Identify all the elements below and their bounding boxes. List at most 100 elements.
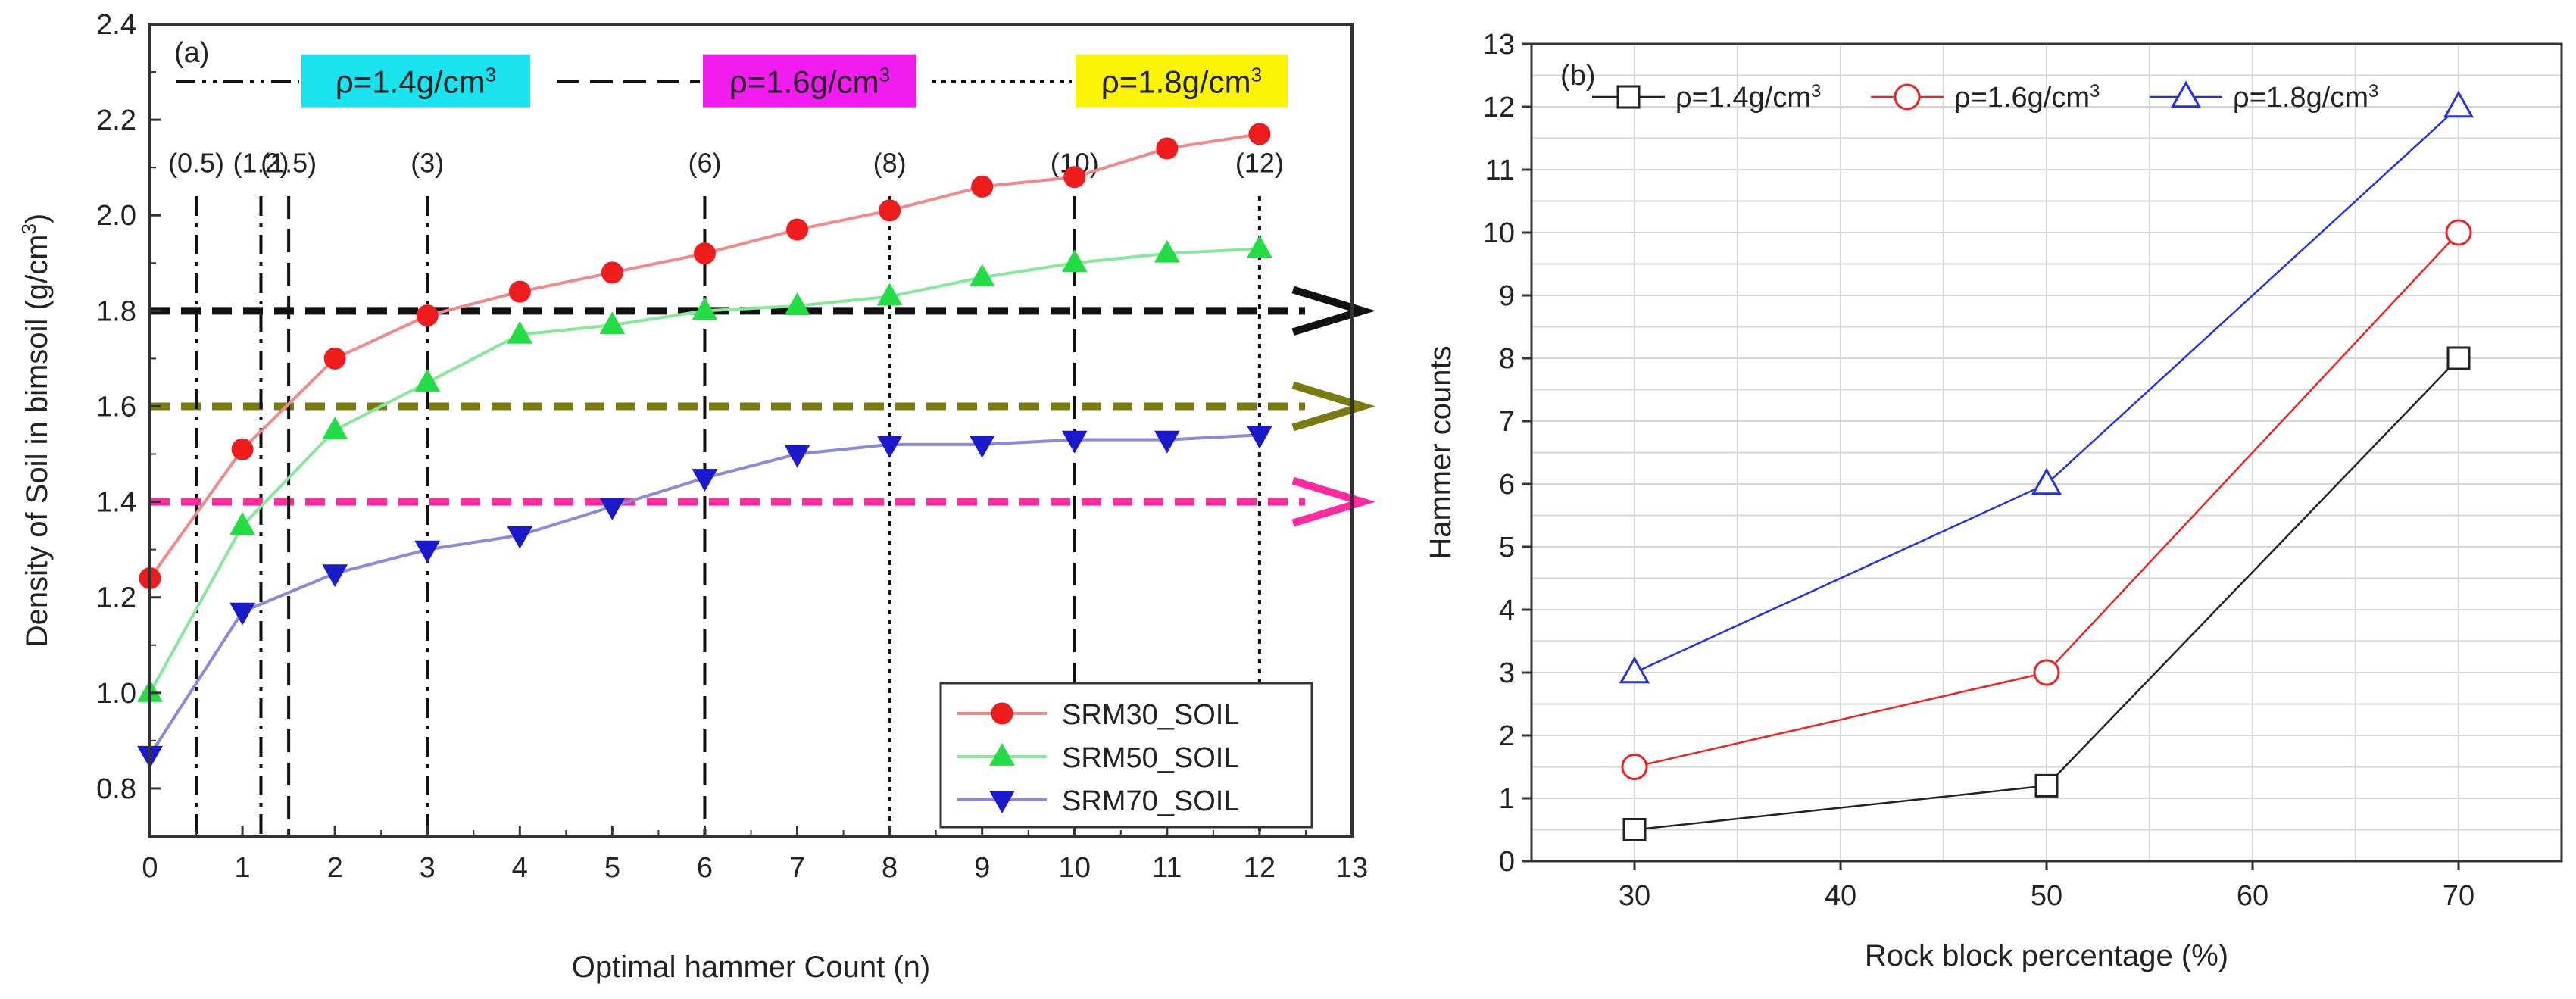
data-point	[2446, 346, 2471, 370]
y-tick-label: 3	[1499, 657, 1515, 689]
hammer-count-label: (12)	[1235, 147, 1284, 178]
data-point	[879, 199, 901, 222]
y-tick-label: 2	[1499, 720, 1515, 752]
data-point	[876, 436, 903, 458]
data-point	[784, 292, 810, 315]
data-point	[1621, 754, 1648, 780]
data-point	[323, 347, 346, 370]
data-point	[322, 416, 348, 439]
panel-a-ticks: 0 1 2 3 4 5 6 7 8 9 10 11 12 130.81.01.21.41.61.82.02…	[96, 9, 1368, 884]
data-point	[414, 368, 441, 392]
y-tick-label: 11	[1485, 155, 1515, 186]
data-point	[1248, 123, 1271, 145]
panel-b-y-axis-title: Hammer counts	[1424, 345, 1457, 559]
legend-label: SRM30_SOIL	[1062, 699, 1239, 731]
panel-b-series	[1619, 90, 2475, 841]
x-tick-label: 40	[1825, 880, 1856, 912]
density-legend-label: ρ=1.6g/cm3	[729, 64, 890, 100]
y-tick-label: 10	[1483, 217, 1515, 249]
x-tick-label: 2	[327, 852, 343, 884]
x-tick-label: 12	[1244, 852, 1276, 884]
legend-label-text: ρ=1.4g/cm	[1675, 82, 1811, 114]
density-legend-swatch	[301, 54, 530, 108]
panel-a-y-axis-title-sup: 3	[17, 223, 40, 234]
data-point	[1247, 426, 1272, 449]
legend-label-sup: 3	[1811, 81, 1821, 101]
panel-b-gridlines	[1531, 43, 2562, 862]
data-point	[599, 311, 626, 335]
y-tick-label: 12	[1483, 92, 1515, 123]
y-tick-label: 0.8	[96, 773, 136, 805]
data-point	[1622, 818, 1647, 841]
panel-b-label: (b)	[1560, 60, 1595, 92]
legend-label-sup: 3	[2368, 81, 2378, 101]
density-legend-label-sup: 3	[879, 64, 890, 86]
data-point	[416, 304, 439, 327]
x-tick-label: 6	[697, 852, 713, 884]
data-point	[1619, 656, 1650, 684]
legend-marker	[991, 702, 1013, 725]
y-tick-label: 8	[1499, 343, 1515, 375]
legend-label: SRM70_SOIL	[1062, 785, 1239, 817]
data-point	[2033, 659, 2060, 686]
data-point	[1247, 235, 1272, 258]
x-tick-label: 3	[420, 852, 436, 884]
y-tick-label: 2.2	[96, 105, 136, 136]
x-tick-label: 9	[974, 852, 990, 884]
legend-marker	[1616, 85, 1641, 109]
density-legend-label-text: ρ=1.4g/cm	[336, 64, 486, 100]
legend-marker	[1894, 83, 1921, 111]
data-point	[969, 436, 995, 458]
density-legend-swatch	[703, 54, 916, 108]
x-tick-label: 50	[2031, 880, 2062, 912]
panel-a-series-legend: SRM30_SOIL SRM50_SOIL SRM70_SOIL	[939, 682, 1313, 829]
data-point	[599, 497, 626, 520]
x-tick-label: 8	[882, 852, 898, 884]
data-point	[1156, 137, 1179, 160]
density-legend-label: ρ=1.8g/cm3	[1101, 64, 1262, 100]
legend-label-sup: 3	[2090, 81, 2100, 101]
hammer-count-label: (8)	[873, 147, 907, 178]
data-point	[2034, 773, 2059, 798]
x-tick-label: 1	[235, 852, 251, 884]
y-tick-label: 4	[1499, 595, 1515, 626]
density-legend-label-text: ρ=1.6g/cm	[729, 64, 879, 100]
y-tick-label: 2.4	[96, 9, 136, 41]
hammer-count-label: (1.5)	[261, 147, 317, 178]
data-point	[229, 602, 255, 626]
y-tick-label: 5	[1499, 532, 1515, 563]
data-point	[693, 242, 716, 265]
data-point	[692, 469, 718, 492]
density-legend-label: ρ=1.4g/cm3	[336, 64, 496, 100]
data-point	[229, 512, 255, 535]
legend-label: ρ=1.4g/cm3	[1675, 81, 1821, 114]
data-point	[2031, 467, 2062, 495]
data-point	[969, 264, 995, 287]
data-point	[784, 445, 810, 468]
y-tick-label: 7	[1499, 406, 1515, 438]
y-tick-label: 2.0	[96, 200, 136, 232]
y-tick-label: 1.2	[96, 582, 136, 614]
y-tick-label: 1.6	[96, 391, 136, 423]
density-legend-label-sup: 3	[1251, 64, 1262, 86]
legend-label-text: ρ=1.8g/cm	[2233, 82, 2368, 114]
panel-a-x-axis-title: Optimal hammer Count (n)	[572, 951, 930, 984]
data-point	[786, 218, 809, 241]
hammer-count-label: (3)	[411, 147, 444, 178]
legend-label: ρ=1.6g/cm3	[1954, 81, 2100, 114]
panel-a-series	[137, 123, 1272, 769]
y-tick-label: 0	[1499, 846, 1515, 878]
legend-label-text: ρ=1.6g/cm	[1954, 82, 2090, 114]
x-tick-label: 70	[2443, 880, 2475, 912]
x-tick-label: 4	[512, 852, 528, 884]
data-point	[1061, 249, 1088, 273]
panel-a-density-arrows	[150, 286, 1376, 527]
legend-label: SRM50_SOIL	[1062, 742, 1239, 774]
density-legend-label-text: ρ=1.8g/cm	[1101, 64, 1251, 100]
hammer-count-label: (1.2)	[233, 147, 289, 178]
legend-marker	[2170, 80, 2202, 108]
